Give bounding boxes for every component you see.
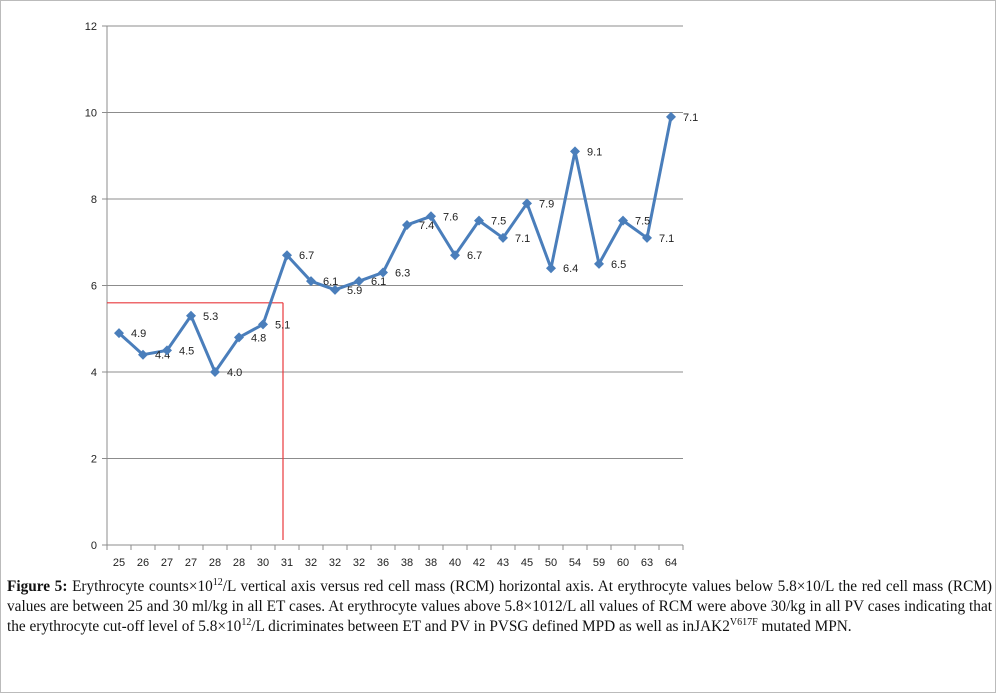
caption-sup: 12 xyxy=(212,576,223,588)
x-tick-label: 54 xyxy=(569,557,581,569)
data-label: 7.9 xyxy=(539,198,554,210)
data-label: 6.7 xyxy=(299,250,314,262)
data-point xyxy=(354,276,364,287)
data-point xyxy=(426,211,436,222)
data-label: 6.1 xyxy=(323,276,338,288)
x-tick-label: 26 xyxy=(137,557,149,569)
x-tick-label: 25 xyxy=(113,557,125,569)
x-tick-label: 38 xyxy=(401,557,413,569)
data-point xyxy=(450,250,460,261)
y-tick-label: 0 xyxy=(91,540,97,552)
y-tick-label: 6 xyxy=(91,281,97,293)
data-label: 4.9 xyxy=(131,328,146,340)
data-label: 4.5 xyxy=(179,345,194,357)
x-tick-label: 59 xyxy=(593,557,605,569)
x-tick-label: 31 xyxy=(281,557,293,569)
x-tick-label: 43 xyxy=(497,557,509,569)
data-label: 5.3 xyxy=(203,311,218,323)
data-point xyxy=(114,328,124,339)
caption-text: Erythrocyte counts×10 xyxy=(67,578,213,595)
data-label: 9.1 xyxy=(587,146,602,158)
x-tick-label: 28 xyxy=(233,557,245,569)
x-tick-label: 40 xyxy=(449,557,461,569)
data-label: 5.9 xyxy=(347,285,362,297)
y-tick-label: 8 xyxy=(91,194,97,206)
data-label: 6.4 xyxy=(563,263,578,275)
data-point xyxy=(330,284,340,295)
x-tick-label: 60 xyxy=(617,557,629,569)
data-label: 4.0 xyxy=(227,367,242,379)
y-tick-label: 2 xyxy=(91,454,97,466)
x-tick-label: 28 xyxy=(209,557,221,569)
figure-caption: Figure 5: Erythrocyte counts×1012/L vert… xyxy=(7,577,992,637)
data-label: 7.6 xyxy=(443,211,458,223)
data-label: 7.1 xyxy=(659,233,674,245)
data-label: 6.5 xyxy=(611,259,626,271)
data-label: 5.1 xyxy=(275,319,290,331)
data-label: 7.5 xyxy=(491,216,506,228)
x-tick-label: 45 xyxy=(521,557,533,569)
data-point xyxy=(474,215,484,226)
data-point xyxy=(402,219,412,230)
data-point xyxy=(306,276,316,287)
data-point xyxy=(282,250,292,261)
x-tick-label: 36 xyxy=(377,557,389,569)
line-chart: 0 2 4 6 8 10 12 25 26 27 27 28 28 30 31 32 32 32 36 38 38 40 4… xyxy=(85,21,699,569)
series-line xyxy=(117,116,673,374)
data-point xyxy=(186,310,196,321)
x-tick-label: 38 xyxy=(425,557,437,569)
data-point xyxy=(258,319,268,330)
x-tick-label: 32 xyxy=(329,557,341,569)
data-point xyxy=(618,215,628,226)
data-label: 7.5 xyxy=(635,216,650,228)
data-point xyxy=(138,349,148,360)
x-tick-label: 32 xyxy=(353,557,365,569)
data-point xyxy=(378,267,388,278)
y-tick-label: 4 xyxy=(91,367,97,379)
data-point xyxy=(546,263,556,274)
x-tick-label: 30 xyxy=(257,557,269,569)
data-point xyxy=(498,232,508,243)
data-point xyxy=(570,146,580,157)
caption-text: mutated MPN. xyxy=(757,618,852,635)
data-label: 4.8 xyxy=(251,332,266,344)
data-label: 7.1 xyxy=(515,233,530,245)
data-label: 6.3 xyxy=(395,268,410,280)
data-point xyxy=(666,111,676,122)
data-label: 7.4 xyxy=(419,220,434,232)
x-tick-label: 50 xyxy=(545,557,557,569)
caption-sup: 12 xyxy=(241,616,252,628)
y-tick-label: 12 xyxy=(85,21,97,33)
data-label: 6.7 xyxy=(467,250,482,262)
x-tick-label: 42 xyxy=(473,557,485,569)
x-tick-label: 64 xyxy=(665,557,677,569)
caption-sup: V617F xyxy=(729,616,758,628)
caption-text: /L vertical axis versus red cell mass (R… xyxy=(7,578,993,635)
data-label: 7.1 xyxy=(683,112,698,124)
data-point xyxy=(642,232,652,243)
data-point xyxy=(594,258,604,269)
data-point xyxy=(234,332,244,343)
data-point xyxy=(162,345,172,356)
y-tick-label: 10 xyxy=(85,108,97,120)
x-tick-label: 27 xyxy=(161,557,173,569)
x-tick-label: 27 xyxy=(185,557,197,569)
x-tick-label: 63 xyxy=(641,557,653,569)
x-tick-label: 32 xyxy=(305,557,317,569)
caption-text: /L dicriminates between ET and PV in PVS… xyxy=(251,618,730,635)
caption-label: Figure 5: xyxy=(7,578,68,595)
data-label: 6.1 xyxy=(371,276,386,288)
data-point xyxy=(210,367,220,377)
data-point xyxy=(522,198,532,209)
